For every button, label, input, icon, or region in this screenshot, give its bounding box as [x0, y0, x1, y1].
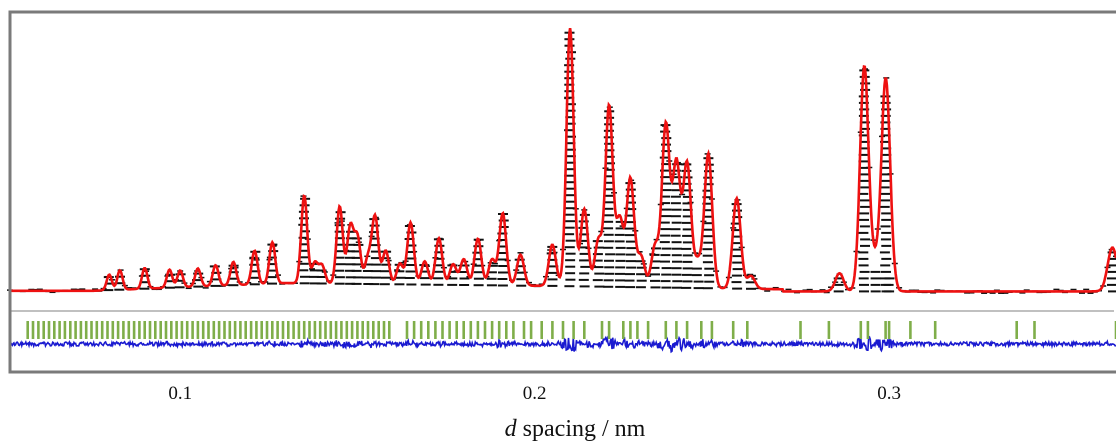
- x-axis-label-symbol: d: [505, 416, 518, 442]
- plot-frame: [8, 10, 1116, 374]
- calculated-line: [10, 28, 1116, 293]
- x-tick-label: 0.3: [877, 383, 901, 404]
- x-tick-label: 0.1: [168, 383, 192, 404]
- x-tick-labels: 0.1 0.2 0.3: [168, 383, 901, 404]
- x-axis-label: d spacing / nm: [505, 416, 646, 442]
- difference-curve: [9, 335, 1116, 354]
- x-tick-label: 0.2: [523, 383, 547, 404]
- calculated-profile: [10, 28, 1116, 293]
- x-axis-label-text: spacing / nm: [517, 416, 646, 442]
- difference-line: [9, 335, 1116, 354]
- reflection-tick-marks: [26, 321, 1116, 339]
